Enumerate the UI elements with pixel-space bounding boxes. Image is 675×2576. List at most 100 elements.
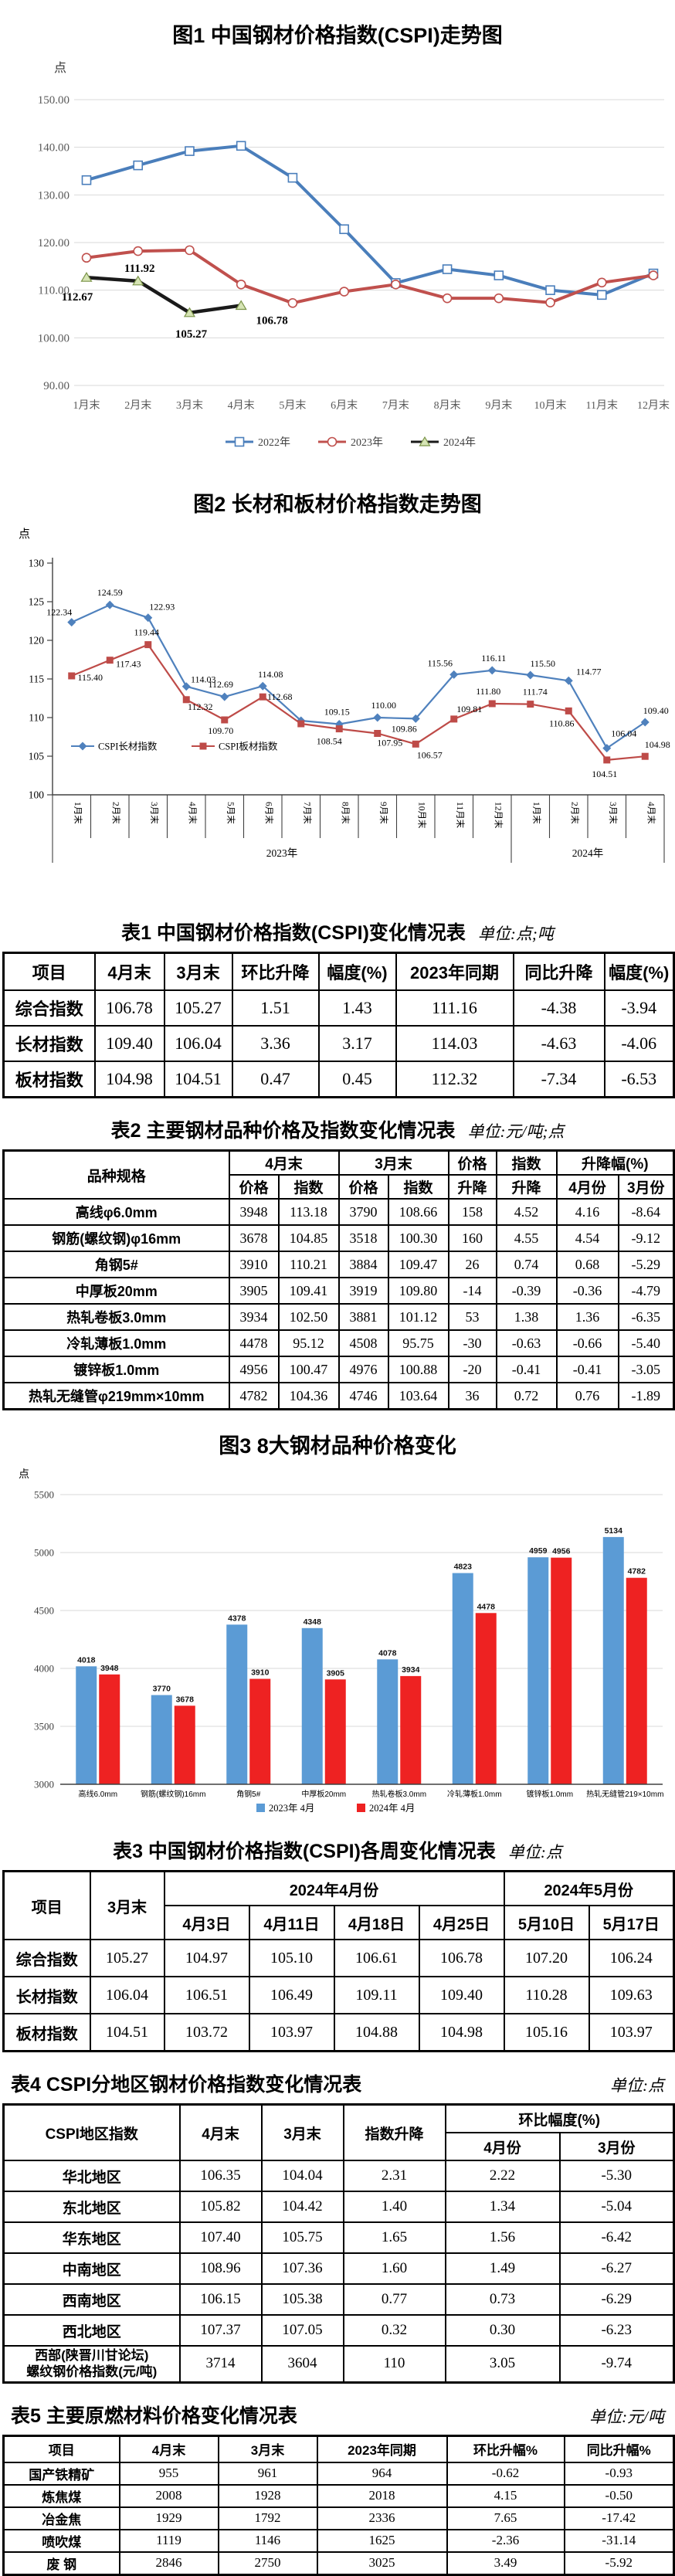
column-header: 3月末 xyxy=(217,2435,318,2463)
row-label: 中厚板20mm xyxy=(2,1277,230,1305)
table-cell: -0.93 xyxy=(563,2461,675,2486)
svg-text:2024年: 2024年 xyxy=(572,847,604,859)
svg-text:2023年 4月: 2023年 4月 xyxy=(269,1803,314,1814)
svg-text:115.50: 115.50 xyxy=(530,658,555,669)
svg-text:100.00: 100.00 xyxy=(38,332,70,344)
table-cell: 105.27 xyxy=(89,1939,165,1977)
column-header: 价格 xyxy=(338,1174,389,1200)
table-cell: 3790 xyxy=(338,1198,389,1226)
table-cell: 104.98 xyxy=(93,1061,165,1098)
table-row: 热轧卷板3.0mm 3934 102.50 3881 101.12 53 1.38 1.36-… xyxy=(2,1303,675,1331)
svg-text:3月末: 3月末 xyxy=(176,399,203,412)
table-cell: 4976 xyxy=(338,1356,389,1383)
svg-text:106.57: 106.57 xyxy=(417,749,443,760)
column-header: 幅度(%) xyxy=(317,952,397,991)
table5-title-text: 表5 主要原燃材料价格变化情况表 xyxy=(11,2405,297,2427)
table3-title: 表3 中国钢材价格指数(CSPI)各周变化情况表 单位:点 xyxy=(3,1836,672,1864)
table-cell: 1.40 xyxy=(342,2191,446,2223)
row-label: 热轧无缝管φ219mm×10mm xyxy=(2,1382,230,1410)
table-cell: -5.29 xyxy=(617,1251,675,1278)
table-cell: -4.06 xyxy=(603,1025,675,1062)
svg-text:4000: 4000 xyxy=(34,1663,54,1675)
table-cell: -6.35 xyxy=(617,1303,675,1331)
column-header: 2023年同期 xyxy=(316,2435,448,2463)
table-cell: 106.35 xyxy=(178,2160,263,2192)
table4-title-text: 表4 CSPI分地区钢材价格指数变化情况表 xyxy=(11,2074,362,2096)
figure2-legend: CSPI长材指数 CSPI板材指数 xyxy=(71,741,278,752)
svg-text:114.08: 114.08 xyxy=(258,669,283,680)
table-cell: 110.28 xyxy=(503,1976,590,2014)
table-cell: 1119 xyxy=(118,2528,219,2553)
table-cell: 4.54 xyxy=(555,1224,619,1252)
column-header: 4月末 xyxy=(228,1149,340,1176)
svg-text:点: 点 xyxy=(54,61,66,75)
table3-unit-label: 单位:点 xyxy=(507,1843,562,1862)
svg-text:7月末: 7月末 xyxy=(302,802,313,824)
svg-text:104.51: 104.51 xyxy=(592,769,617,779)
table-cell: 1625 xyxy=(316,2528,448,2553)
table-cell: 103.64 xyxy=(387,1382,449,1410)
svg-text:119.44: 119.44 xyxy=(134,627,159,638)
header-row: 项目 3月末 2024年4月份 2024年5月份 xyxy=(2,1870,675,1940)
table-cell: -6.29 xyxy=(558,2283,675,2316)
svg-text:12月末: 12月末 xyxy=(493,802,504,829)
table-cell: 104.98 xyxy=(418,2013,505,2052)
table4-title: 表4 CSPI分地区钢材价格指数变化情况表 单位:点 xyxy=(3,2069,672,2097)
svg-text:10月末: 10月末 xyxy=(534,399,567,412)
table-row: 西部(陕晋川甘论坛) 螺纹钢价格指数(元/吨) 3714 3604 110 3.05 -9.… xyxy=(2,2345,675,2383)
svg-text:4348: 4348 xyxy=(304,1617,322,1627)
table-cell: 102.50 xyxy=(277,1303,340,1331)
table-row: 热轧无缝管φ219mm×10mm 4782 104.36 4746 103.64 36 0.… xyxy=(2,1382,675,1410)
table-cell: 2750 xyxy=(217,2551,318,2575)
table-row: 华北地区 106.35 104.04 2.31 2.22 -5.30 xyxy=(2,2160,675,2192)
column-header: 4月末 xyxy=(178,2103,263,2161)
table-cell: -5.04 xyxy=(558,2191,675,2223)
svg-text:4月末: 4月末 xyxy=(187,802,198,824)
table-cell: 107.05 xyxy=(260,2314,344,2347)
svg-text:120: 120 xyxy=(29,635,45,647)
table-cell: -5.40 xyxy=(617,1329,675,1357)
svg-text:109.86: 109.86 xyxy=(392,723,417,734)
row-label: 冷轧薄板1.0mm xyxy=(2,1329,230,1357)
svg-text:冷轧薄板1.0mm: 冷轧薄板1.0mm xyxy=(447,1789,502,1799)
svg-text:角钢5#: 角钢5# xyxy=(236,1789,261,1799)
table-cell: 3.36 xyxy=(231,1025,320,1062)
svg-text:110: 110 xyxy=(29,712,44,724)
row-label: 镀锌板1.0mm xyxy=(2,1356,230,1383)
svg-text:8月末: 8月末 xyxy=(340,802,351,824)
column-header: 2023年同期 xyxy=(395,952,514,991)
table-cell: 1.34 xyxy=(444,2191,561,2223)
svg-text:10月末: 10月末 xyxy=(416,802,427,829)
column-header: 3月份 xyxy=(558,2132,675,2161)
table-cell: 4782 xyxy=(228,1382,280,1410)
svg-text:5500: 5500 xyxy=(34,1489,54,1501)
table-cell: 110.21 xyxy=(277,1251,340,1278)
table-cell: 4956 xyxy=(228,1356,280,1383)
table1-unit-label: 单位:点;吨 xyxy=(477,925,554,943)
svg-text:100: 100 xyxy=(29,789,45,801)
table-cell: 2846 xyxy=(118,2551,219,2575)
table-row: 冶金焦 1929 1792 2336 7.65 -17.42 xyxy=(2,2506,675,2530)
table-row: 中南地区 108.96 107.36 1.60 1.49 -6.27 xyxy=(2,2252,675,2285)
table-cell: -2.36 xyxy=(446,2528,565,2553)
svg-text:1月末: 1月末 xyxy=(73,802,83,824)
table-row: 镀锌板1.0mm 4956 100.47 4976 100.88 -20 -0.41 -0.4… xyxy=(2,1356,675,1383)
table3: 项目 3月末 2024年4月份 2024年5月份 4月3日 4月11日 4月18日 4月25日… xyxy=(2,1870,675,2052)
table-cell: -0.62 xyxy=(446,2461,565,2486)
column-header: 4月份 xyxy=(555,1174,619,1200)
table-cell: -6.23 xyxy=(558,2314,675,2347)
table-cell: 26 xyxy=(447,1251,497,1278)
svg-text:1月末: 1月末 xyxy=(531,802,542,824)
table5-unit-label: 单位:元/吨 xyxy=(589,2407,664,2426)
svg-text:109.15: 109.15 xyxy=(324,707,350,718)
column-header: 4月份 xyxy=(444,2132,561,2161)
row-label: 东北地区 xyxy=(2,2191,181,2223)
table5-title: 表5 主要原燃材料价格变化情况表 单位:元/吨 xyxy=(3,2401,672,2428)
column-header: 3月份 xyxy=(617,1174,675,1200)
table-cell: 2008 xyxy=(118,2483,219,2508)
svg-text:点: 点 xyxy=(19,528,30,541)
table-cell: 4.15 xyxy=(446,2483,565,2508)
table-cell: 108.96 xyxy=(178,2252,263,2285)
table-cell: -0.66 xyxy=(555,1329,619,1357)
table-cell: 1.49 xyxy=(444,2252,561,2285)
